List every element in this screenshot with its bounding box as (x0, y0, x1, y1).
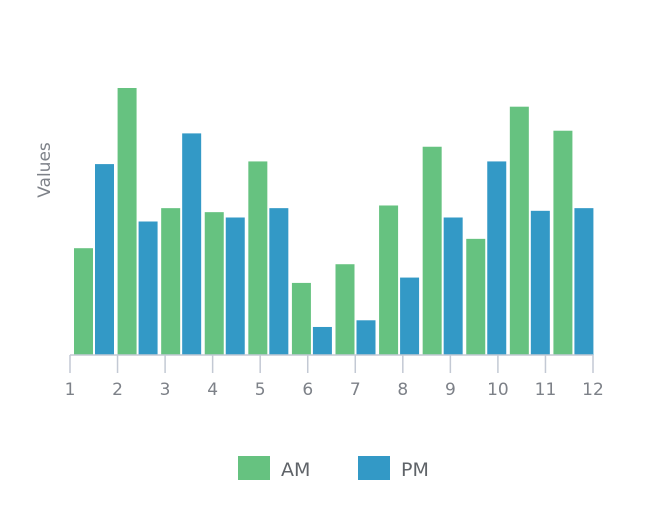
x-tick-label: 6 (302, 380, 313, 400)
bar-am-2 (117, 88, 137, 355)
bar-pm-5 (269, 208, 289, 355)
bar-pm-3 (182, 133, 202, 355)
bar-am-7 (335, 264, 355, 355)
bar-am-8 (379, 205, 399, 355)
x-tick-label: 5 (255, 380, 266, 400)
y-axis-label: Values (35, 142, 55, 198)
bars-layer (74, 88, 594, 355)
bar-pm-12 (574, 208, 594, 355)
legend-swatch-am (238, 456, 270, 480)
bar-pm-7 (356, 320, 376, 355)
bar-am-1 (74, 248, 93, 355)
bar-am-6 (291, 282, 311, 355)
bar-am-11 (509, 106, 529, 355)
x-tick-label: 8 (397, 380, 408, 400)
bar-pm-4 (225, 217, 245, 355)
x-tick-label: 4 (207, 380, 218, 400)
x-axis-ticks: 1 2 3 4 5 6 7 8 9 10 11 12 (65, 355, 604, 400)
bar-am-3 (161, 208, 181, 355)
x-tick-label: 2 (112, 380, 123, 400)
bar-am-12 (553, 130, 573, 355)
x-tick-label: 12 (582, 380, 604, 400)
legend: AM PM (238, 456, 429, 481)
x-tick-label: 3 (160, 380, 171, 400)
bar-am-4 (204, 212, 224, 355)
legend-label-pm: PM (401, 459, 429, 481)
bar-pm-1 (95, 164, 114, 355)
bar-am-9 (422, 146, 442, 355)
bar-pm-2 (138, 221, 158, 355)
x-tick-label: 7 (350, 380, 361, 400)
bar-pm-11 (530, 210, 550, 355)
bar-pm-9 (443, 217, 463, 355)
legend-swatch-pm (358, 456, 390, 480)
bar-am-10 (466, 238, 486, 355)
bar-am-5 (248, 161, 268, 355)
x-tick-label: 9 (445, 380, 456, 400)
x-tick-label: 11 (535, 380, 557, 400)
bar-pm-10 (487, 161, 507, 355)
x-tick-label: 1 (65, 380, 76, 400)
bar-pm-8 (400, 277, 420, 355)
legend-label-am: AM (281, 459, 310, 481)
x-tick-label: 10 (487, 380, 509, 400)
bar-pm-6 (312, 326, 332, 355)
